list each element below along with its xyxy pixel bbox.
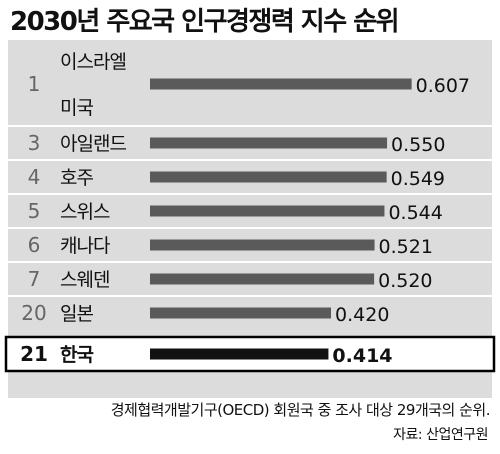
bar [150,348,329,360]
value-label: 0.521 [379,236,433,258]
country-label: 한국 [60,344,93,366]
bar [150,137,388,149]
country-label: 아일랜드 [60,133,126,155]
value-label: 0.550 [391,134,445,156]
rank-label: 7 [28,267,41,291]
chart-source: 자료: 산업연구원 [393,427,488,443]
rank-label: 1 [28,72,41,96]
rank-label: 3 [28,131,41,155]
value-label: 0.607 [416,75,470,97]
chart-title: 2030년 주요국 인구경쟁력 지수 순위 [10,7,400,37]
country-label: 이스라엘 [60,51,126,73]
value-label: 0.414 [332,345,392,367]
bar [150,205,385,217]
bar [150,171,387,183]
bar [150,78,412,90]
bar [150,273,375,285]
value-label: 0.420 [335,304,389,326]
country-label: 스위스 [60,201,110,223]
country-label: 스웨덴 [60,269,109,291]
country-label: 캐나다 [60,235,110,257]
rank-label: 6 [28,233,41,257]
value-label: 0.544 [388,202,442,224]
rank-label: 5 [28,199,41,223]
chart-footnote: 경제협력개발기구(OECD) 회원국 중 조사 대상 29개국의 순위. [110,401,491,419]
bar [150,239,375,251]
rank-label: 20 [21,301,46,325]
country-label: 호주 [60,167,93,189]
country-label: 일본 [60,303,93,325]
rank-label: 21 [20,342,48,366]
value-label: 0.549 [391,168,445,190]
bar [150,307,332,319]
rank-label: 4 [28,165,41,189]
value-label: 0.520 [378,270,432,292]
country-label: 미국 [60,97,93,119]
